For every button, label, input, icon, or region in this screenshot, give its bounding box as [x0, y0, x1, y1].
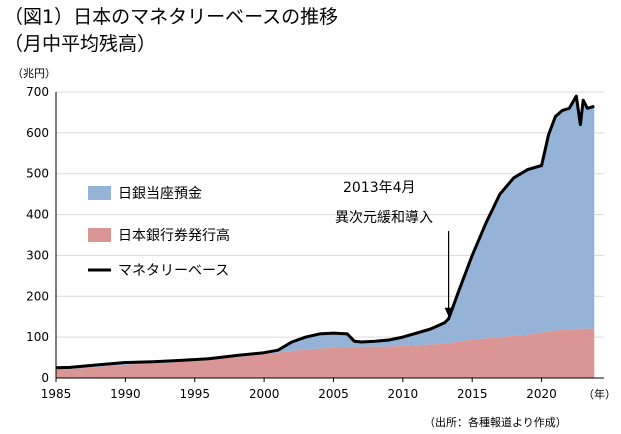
line-monetary-base: [55, 94, 595, 370]
legend: 日銀当座預金 日本銀行券発行高 マネタリーベース: [88, 186, 230, 279]
x-tick-labels: 1985 1990 1995 2000 2005 2010 2015 2020: [41, 387, 557, 401]
y-tick-label-200: 200: [26, 289, 49, 303]
x-tick-label-2010: 2010: [388, 387, 419, 401]
legend-swatch-banknotes: [88, 228, 111, 242]
gridlines: [56, 91, 604, 338]
legend-label-monetary-base: マネタリーベース: [118, 263, 229, 279]
x-tick-label-2000: 2000: [249, 387, 280, 401]
x-tick-label-1995: 1995: [179, 387, 210, 401]
x-tick-label-2020: 2020: [526, 387, 557, 401]
y-tick-label-700: 700: [26, 85, 49, 99]
source-note: （出所：各種報道より作成）: [424, 415, 567, 429]
y-tick-label-500: 500: [26, 167, 49, 181]
legend-label-reserves: 日銀当座預金: [118, 186, 202, 202]
x-tick-label-2015: 2015: [457, 387, 488, 401]
annotation-line-2: 異次元緩和導入: [335, 210, 433, 226]
y-tick-label-400: 400: [26, 208, 49, 222]
annotation-qe: 2013年4月 異次元緩和導入: [335, 180, 453, 317]
plot-areas: [56, 96, 595, 378]
plot-lines: [55, 94, 595, 370]
annotation-line-1: 2013年4月: [343, 180, 416, 196]
x-tick-label-1985: 1985: [41, 387, 72, 401]
chart-title: （図1）日本のマネタリーベースの推移: [4, 6, 338, 28]
legend-swatch-reserves: [88, 186, 111, 200]
y-tick-label-0: 0: [41, 371, 49, 385]
annotation-arrow-head: [444, 307, 453, 317]
y-tick-label-300: 300: [26, 248, 49, 262]
chart-subtitle: （月中平均残高）: [4, 33, 156, 55]
x-tick-label-1990: 1990: [110, 387, 141, 401]
annotation-arrow: [444, 231, 453, 317]
y-axis-unit: （兆円）: [12, 67, 56, 80]
area-banknotes: [56, 328, 595, 378]
axes: [55, 92, 604, 382]
x-axis-unit: （年）: [583, 387, 616, 401]
y-tick-labels: 0 100 200 300 400 500 600 700: [26, 85, 49, 385]
y-tick-label-600: 600: [26, 126, 49, 140]
legend-label-banknotes: 日本銀行券発行高: [118, 227, 230, 244]
area-reserves: [56, 96, 595, 370]
x-tick-label-2005: 2005: [318, 387, 349, 401]
y-tick-label-100: 100: [26, 330, 49, 344]
